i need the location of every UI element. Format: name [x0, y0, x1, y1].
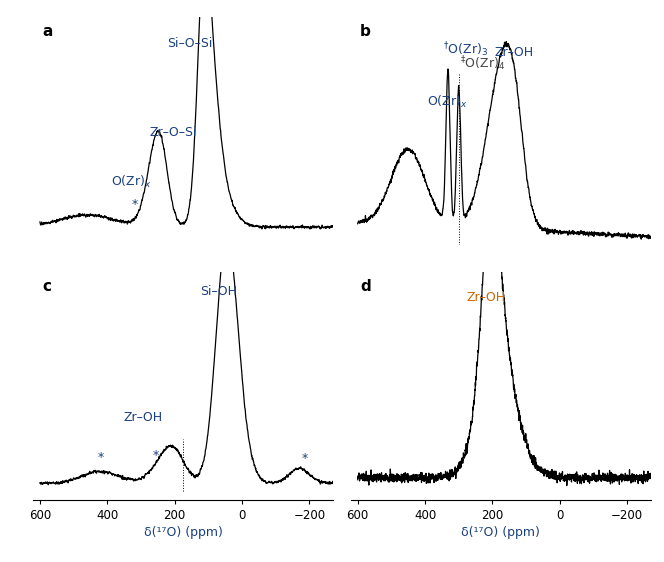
Text: O(Zr)$_x$: O(Zr)$_x$	[427, 94, 467, 110]
Text: b: b	[360, 24, 371, 39]
Text: *: *	[153, 449, 159, 462]
Text: $^{\dagger}$O(Zr)$_3$: $^{\dagger}$O(Zr)$_3$	[443, 40, 487, 59]
X-axis label: δ(¹⁷O) (ppm): δ(¹⁷O) (ppm)	[461, 527, 540, 540]
Text: c: c	[42, 279, 51, 294]
Text: Zr–OH: Zr–OH	[494, 46, 533, 59]
Text: *: *	[301, 452, 307, 465]
Text: *: *	[98, 451, 104, 464]
Text: a: a	[42, 24, 52, 39]
X-axis label: δ(¹⁷O) (ppm): δ(¹⁷O) (ppm)	[143, 527, 222, 540]
Text: $^{\ddagger}$O(Zr)$_4$: $^{\ddagger}$O(Zr)$_4$	[460, 54, 506, 72]
Text: *: *	[131, 197, 138, 211]
Text: O(Zr)$_x$: O(Zr)$_x$	[111, 174, 151, 189]
Text: Zr–OH: Zr–OH	[466, 291, 505, 304]
Text: Zr–O–Si: Zr–O–Si	[149, 125, 197, 139]
Text: Si–O–Si: Si–O–Si	[167, 37, 212, 50]
Text: Si–OH: Si–OH	[200, 284, 237, 297]
Text: Zr–OH: Zr–OH	[124, 411, 163, 424]
Text: d: d	[360, 279, 371, 294]
